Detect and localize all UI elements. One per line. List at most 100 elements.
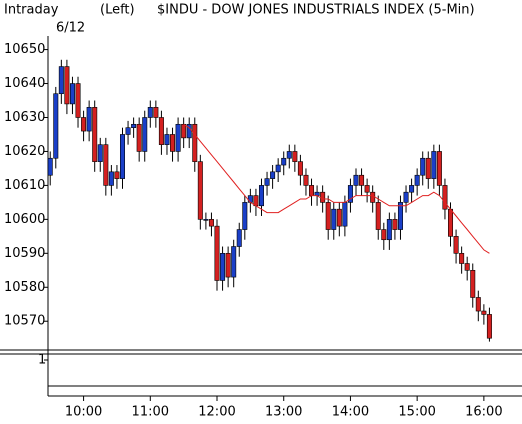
- candle-body: [320, 191, 326, 203]
- candle-body: [125, 127, 131, 135]
- candle-body: [97, 144, 103, 162]
- candle-body: [247, 195, 253, 203]
- candle-body: [142, 117, 148, 152]
- y-tick-label: 10580: [4, 280, 45, 295]
- candle-body: [231, 246, 237, 278]
- date-label: 6/12: [56, 21, 85, 36]
- candle-body: [170, 134, 176, 152]
- candle-body: [347, 185, 353, 203]
- candle-body: [81, 117, 87, 132]
- candle-body: [425, 157, 431, 179]
- candle-body: [297, 161, 303, 176]
- candle-body: [197, 161, 203, 220]
- candle-body: [409, 185, 415, 193]
- candle-body: [353, 174, 359, 186]
- candle-body: [370, 191, 376, 203]
- candle-body: [147, 107, 153, 118]
- candle-body: [397, 202, 403, 230]
- y-tick-label: 10600: [4, 212, 45, 227]
- candle-body: [436, 151, 442, 186]
- candle-body: [420, 157, 426, 176]
- candle-body: [475, 297, 481, 312]
- candle-body: [264, 178, 270, 186]
- y-tick-label: 10640: [4, 76, 45, 91]
- axis-side: (Left): [100, 3, 135, 18]
- candle-body: [314, 191, 320, 196]
- candle-body: [114, 171, 120, 179]
- candle-body: [220, 253, 226, 281]
- candle-body: [459, 253, 465, 264]
- candle-body: [309, 185, 315, 196]
- x-tick-label: 12:00: [198, 405, 235, 420]
- candle-body: [270, 171, 276, 179]
- x-tick-label: 14:00: [332, 405, 369, 420]
- moving-average-line: [183, 123, 490, 254]
- candle-body: [236, 229, 242, 247]
- candle-body: [481, 310, 487, 315]
- candle-body: [253, 195, 259, 207]
- candle-body: [64, 66, 70, 105]
- candle-body: [303, 174, 309, 186]
- candle-body: [359, 174, 365, 186]
- candle-body: [53, 93, 59, 159]
- candle-body: [431, 151, 437, 179]
- candle-body: [192, 123, 198, 162]
- candle-body: [58, 66, 64, 95]
- candle-body: [414, 174, 420, 186]
- candle-body: [92, 107, 98, 162]
- candle-body: [164, 134, 170, 145]
- candle-body: [69, 83, 75, 105]
- candle-body: [470, 269, 476, 298]
- candle-body: [181, 123, 187, 139]
- header-label: Intraday: [4, 3, 59, 18]
- candle-body: [175, 123, 181, 152]
- candle-body: [214, 225, 220, 281]
- candle-body: [336, 208, 342, 227]
- candle-body: [442, 185, 448, 210]
- candle-body: [342, 202, 348, 227]
- lower-tick-label: 1: [38, 353, 46, 368]
- candle-body: [225, 253, 231, 278]
- candle-body: [286, 151, 292, 159]
- candle-body: [131, 123, 137, 128]
- candle-body: [375, 202, 381, 230]
- y-tick-label: 10620: [4, 144, 45, 159]
- y-tick-label: 10570: [4, 314, 45, 329]
- y-tick-label: 10650: [4, 42, 45, 57]
- candle-body: [453, 236, 459, 254]
- candle-body: [119, 134, 125, 179]
- candle-body: [86, 107, 92, 132]
- y-tick-label: 10630: [4, 110, 45, 125]
- candle-body: [47, 157, 53, 176]
- candle-body: [103, 144, 109, 186]
- chart-title: $INDU - DOW JONES INDUSTRIALS INDEX (5-M…: [157, 3, 475, 18]
- candle-body: [158, 117, 164, 145]
- candle-body: [386, 219, 392, 241]
- candle-body: [403, 191, 409, 203]
- candle-body: [325, 202, 331, 230]
- y-tick-label: 10590: [4, 246, 45, 261]
- x-tick-label: 11:00: [132, 405, 169, 420]
- candle-body: [258, 185, 264, 207]
- candle-body: [486, 314, 492, 339]
- x-tick-label: 15:00: [398, 405, 435, 420]
- candle-body: [392, 219, 398, 230]
- candle-body: [331, 208, 337, 230]
- candle-body: [153, 107, 159, 118]
- candle-body: [108, 171, 114, 186]
- x-tick-label: 10:00: [65, 405, 102, 420]
- candle-body: [381, 229, 387, 241]
- candle-body: [275, 164, 281, 173]
- y-tick-label: 10610: [4, 178, 45, 193]
- candle-body: [281, 157, 287, 166]
- x-tick-label: 13:00: [265, 405, 302, 420]
- candle-body: [364, 185, 370, 193]
- candle-body: [75, 83, 81, 118]
- candle-body: [203, 219, 209, 221]
- candle-body: [464, 263, 470, 271]
- candle-body: [208, 219, 214, 227]
- candle-body: [242, 202, 248, 230]
- candle-body: [292, 151, 298, 162]
- x-tick-label: 16:00: [465, 405, 502, 420]
